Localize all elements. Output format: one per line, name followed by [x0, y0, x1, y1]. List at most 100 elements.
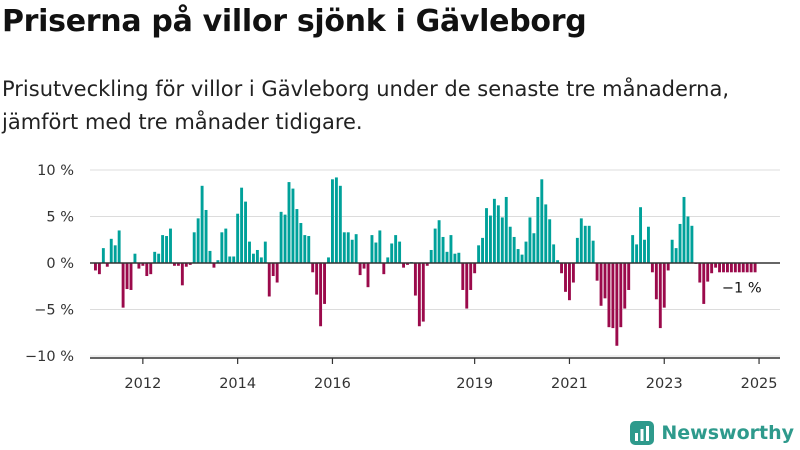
bar: [425, 263, 429, 266]
bar: [149, 263, 153, 275]
bar: [496, 205, 500, 263]
bar: [492, 198, 496, 263]
bar: [678, 223, 682, 263]
bar: [591, 240, 595, 263]
bar: [121, 263, 125, 308]
bar: [398, 241, 402, 263]
bar: [741, 263, 745, 273]
bar: [658, 263, 662, 329]
bar-chart: 10 % 5 % 0 % −5 % −10 % 2012 2014 2016 2019 2021 2…: [25, 163, 780, 392]
bar: [204, 209, 208, 263]
bar: [599, 263, 603, 306]
x-tick-label: 2019: [456, 376, 493, 392]
bar: [508, 226, 512, 263]
bar: [176, 263, 180, 266]
bar: [710, 263, 714, 274]
bar: [654, 263, 658, 300]
x-tick-label: 2016: [314, 376, 351, 392]
bar: [271, 263, 275, 277]
bar: [631, 235, 635, 263]
bar: [323, 263, 326, 304]
bar: [686, 216, 690, 263]
bar: [315, 263, 319, 295]
bar: [540, 179, 544, 263]
bar: [706, 263, 710, 282]
bar: [485, 208, 488, 263]
bar: [346, 232, 350, 263]
bar: [611, 263, 615, 329]
y-tick-label: 10 %: [37, 163, 74, 179]
bar: [457, 252, 461, 263]
brand-name: Newsworthy: [661, 422, 794, 444]
bar: [429, 249, 433, 263]
newsworthy-logo-icon: [630, 421, 655, 445]
bar: [473, 263, 477, 274]
bar: [180, 263, 184, 286]
bar: [311, 263, 315, 273]
bar: [753, 263, 757, 273]
bar: [161, 235, 165, 263]
bar: [670, 239, 674, 263]
bar: [378, 230, 382, 263]
bar: [390, 243, 394, 263]
bar: [603, 263, 607, 299]
bar: [279, 211, 283, 263]
bar: [216, 260, 220, 263]
x-tick-label: 2021: [551, 376, 588, 392]
bar: [366, 263, 370, 288]
bar: [512, 236, 516, 263]
bar: [544, 204, 548, 263]
bar: [327, 257, 330, 263]
bar: [358, 263, 362, 276]
bar: [453, 253, 457, 263]
bar: [394, 235, 398, 263]
bar: [331, 179, 334, 263]
bar: [101, 248, 105, 263]
chart-subtitle: Prisutveckling för villor i Gävleborg un…: [2, 77, 729, 134]
bar: [165, 236, 168, 263]
bar: [650, 263, 654, 273]
bar: [583, 225, 587, 263]
bar: [224, 228, 228, 263]
bar: [524, 241, 528, 263]
bar: [500, 217, 504, 263]
x-tick-label: 2023: [646, 376, 683, 392]
bar: [267, 263, 271, 297]
bar: [133, 253, 137, 263]
bar: [259, 257, 263, 263]
bar: [556, 260, 560, 263]
bar: [536, 196, 540, 263]
bar: [737, 263, 741, 273]
bar: [145, 263, 149, 277]
bar: [449, 235, 453, 263]
bar: [504, 196, 508, 263]
bar: [477, 245, 481, 263]
bar: [240, 187, 244, 263]
bar: [252, 253, 255, 263]
bar: [587, 225, 591, 263]
bar: [334, 177, 338, 263]
bar: [465, 263, 469, 309]
bar: [97, 263, 101, 275]
bar: [362, 263, 366, 269]
bar: [726, 263, 729, 273]
bar: [722, 263, 725, 273]
bar: [552, 244, 556, 263]
bar: [481, 237, 484, 263]
bar: [402, 263, 405, 268]
bar: [192, 232, 196, 263]
bar: [141, 263, 145, 266]
bar: [113, 245, 117, 263]
bar: [295, 209, 299, 263]
bar: [461, 263, 465, 290]
bar: [619, 263, 623, 328]
bar: [674, 248, 678, 263]
bar: [283, 214, 287, 263]
bar: [173, 263, 176, 266]
bar: [255, 249, 259, 263]
bar: [169, 228, 172, 263]
bar: [196, 218, 200, 263]
bar: [433, 228, 437, 263]
bar: [275, 263, 279, 283]
bar: [560, 263, 563, 274]
